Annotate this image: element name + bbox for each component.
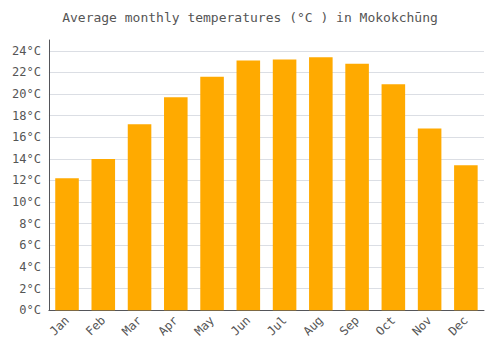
svg-text:Jan: Jan xyxy=(47,313,72,338)
svg-text:24°C: 24°C xyxy=(12,44,41,58)
svg-text:8°C: 8°C xyxy=(19,217,41,231)
svg-text:4°C: 4°C xyxy=(19,260,41,274)
svg-text:Apr: Apr xyxy=(156,313,181,338)
svg-text:May: May xyxy=(192,313,217,338)
svg-text:16°C: 16°C xyxy=(12,130,41,144)
svg-text:Mar: Mar xyxy=(119,313,144,338)
svg-text:12°C: 12°C xyxy=(12,173,41,187)
svg-text:20°C: 20°C xyxy=(12,87,41,101)
svg-text:2°C: 2°C xyxy=(19,282,41,296)
svg-text:Jul: Jul xyxy=(264,313,289,338)
svg-text:10°C: 10°C xyxy=(12,195,41,209)
svg-text:Dec: Dec xyxy=(446,313,471,338)
svg-text:Feb: Feb xyxy=(83,313,108,338)
svg-text:22°C: 22°C xyxy=(12,65,41,79)
svg-text:14°C: 14°C xyxy=(12,152,41,166)
svg-text:0°C: 0°C xyxy=(19,303,41,317)
svg-text:18°C: 18°C xyxy=(12,109,41,123)
svg-text:Oct: Oct xyxy=(373,313,398,338)
svg-text:Average monthly temperatures (: Average monthly temperatures (°C ) in Mo… xyxy=(62,10,438,25)
svg-text:Jun: Jun xyxy=(228,313,253,338)
svg-text:Aug: Aug xyxy=(301,313,326,338)
svg-text:Sep: Sep xyxy=(337,313,362,338)
svg-text:Nov: Nov xyxy=(409,313,434,338)
svg-text:6°C: 6°C xyxy=(19,238,41,252)
